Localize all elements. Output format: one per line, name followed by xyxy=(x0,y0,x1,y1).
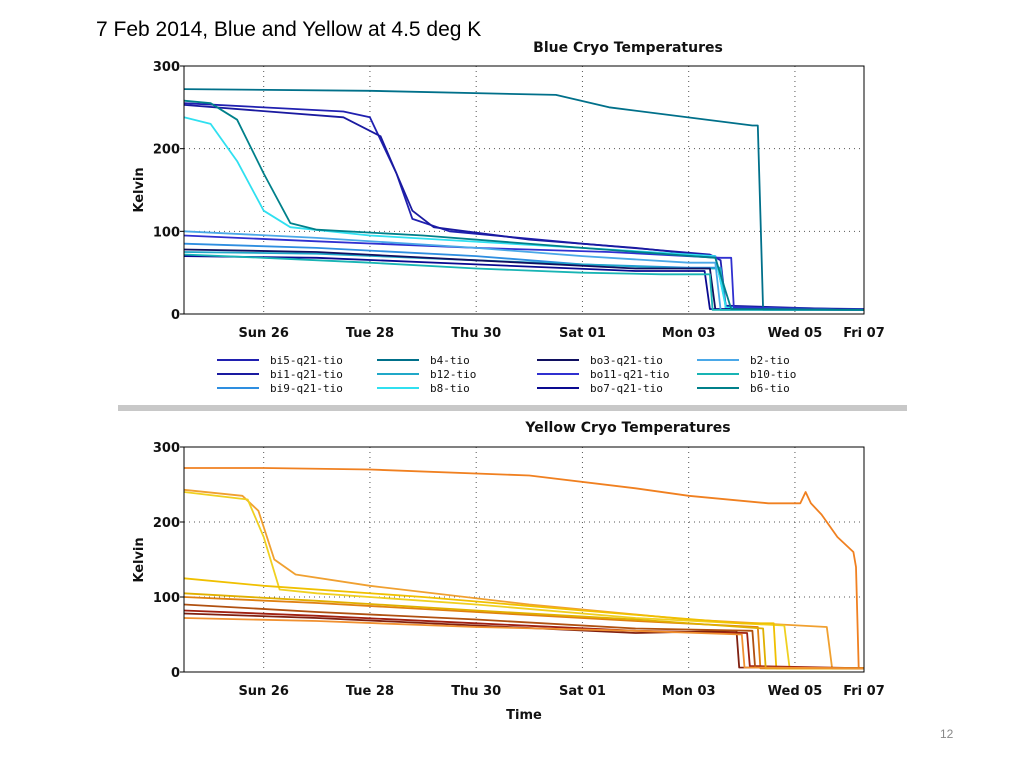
yellow-y-tick-label: 0 xyxy=(171,666,180,681)
blue-x-tick-label: Fri 07 xyxy=(843,326,885,341)
legend-label: b10-tio xyxy=(750,368,796,381)
yellow-series-y-gold xyxy=(183,592,864,670)
blue-x-tick-label: Tue 28 xyxy=(346,326,394,341)
legend-label: bo11-q21-tio xyxy=(590,368,669,381)
blue-series-b4-tio xyxy=(183,88,864,311)
yellow-y-tick-label: 200 xyxy=(153,516,180,531)
yellow-chart-title: Yellow Cryo Temperatures xyxy=(524,420,730,436)
yellow-x-tick-label: Mon 03 xyxy=(662,684,716,699)
legend-label: b8-tio xyxy=(430,382,470,395)
legend-label: bi1-q21-tio xyxy=(270,368,343,381)
blue-series-b6-tio xyxy=(183,99,865,311)
legend-label: bo3-q21-tio xyxy=(590,354,663,367)
chart-divider xyxy=(118,405,907,411)
yellow-x-tick-label: Wed 05 xyxy=(768,684,823,699)
blue-series-b10-tio xyxy=(183,253,864,311)
blue-x-tick-label: Thu 30 xyxy=(451,326,501,341)
yellow-series-y-dark-red-1 xyxy=(183,609,865,670)
blue-plot-frame xyxy=(183,65,865,315)
blue-series-b2-tio xyxy=(183,230,864,311)
blue-x-tick-label: Wed 05 xyxy=(768,326,823,341)
page-number: 12 xyxy=(940,727,954,741)
yellow-x-tick-label: Fri 07 xyxy=(843,684,885,699)
yellow-series-y-yellow-fall xyxy=(183,491,864,670)
yellow-y-axis-label: Kelvin xyxy=(132,537,147,582)
yellow-series-y-yellow-mid xyxy=(183,577,864,670)
blue-x-tick-label: Sun 26 xyxy=(238,326,289,341)
yellow-x-tick-label: Thu 30 xyxy=(451,684,501,699)
yellow-series-y-orange-1 xyxy=(183,596,864,670)
blue-y-tick-label: 200 xyxy=(153,143,180,158)
blue-y-axis-label: Kelvin xyxy=(132,167,147,212)
blue-cryo-chart: Blue Cryo Temperatures Kelvin Sun 26 Tue … xyxy=(132,40,885,395)
legend-label: b4-tio xyxy=(430,354,470,367)
slide-title: 7 Feb 2014, Blue and Yellow at 4.5 deg K xyxy=(96,18,482,41)
blue-legend: bi5-q21-tiobi1-q21-tiobi9-q21-tiob4-tiob… xyxy=(217,354,796,395)
blue-chart-title: Blue Cryo Temperatures xyxy=(533,40,723,56)
yellow-x-tick-label: Tue 28 xyxy=(346,684,394,699)
legend-label: b2-tio xyxy=(750,354,790,367)
blue-series-bo7-q21-tio xyxy=(183,255,865,311)
blue-y-tick-label: 0 xyxy=(171,308,180,323)
blue-y-tick-label: 300 xyxy=(153,60,180,75)
legend-label: b12-tio xyxy=(430,368,476,381)
yellow-y-tick-label: 100 xyxy=(153,591,180,606)
blue-x-tick-label: Sat 01 xyxy=(559,326,606,341)
yellow-x-tick-label: Sun 26 xyxy=(238,684,289,699)
blue-y-tick-label: 100 xyxy=(153,225,180,240)
yellow-x-tick-label: Sat 01 xyxy=(559,684,606,699)
legend-label: b6-tio xyxy=(750,382,790,395)
yellow-series-y-orange-high xyxy=(184,467,864,670)
legend-label: bi5-q21-tio xyxy=(270,354,343,367)
blue-x-tick-label: Mon 03 xyxy=(662,326,716,341)
yellow-plot-frame xyxy=(183,446,865,673)
yellow-series-y-brown xyxy=(183,603,865,670)
yellow-series-y-orange-2 xyxy=(183,617,865,670)
yellow-series-y-orange-fall xyxy=(183,488,864,670)
yellow-series-y-dark-red-2 xyxy=(183,612,865,670)
legend-label: bo7-q21-tio xyxy=(590,382,663,395)
legend-label: bi9-q21-tio xyxy=(270,382,343,395)
blue-series-b8-tio xyxy=(183,116,865,311)
yellow-x-axis-label: Time xyxy=(506,708,542,723)
yellow-y-tick-label: 300 xyxy=(153,441,180,456)
